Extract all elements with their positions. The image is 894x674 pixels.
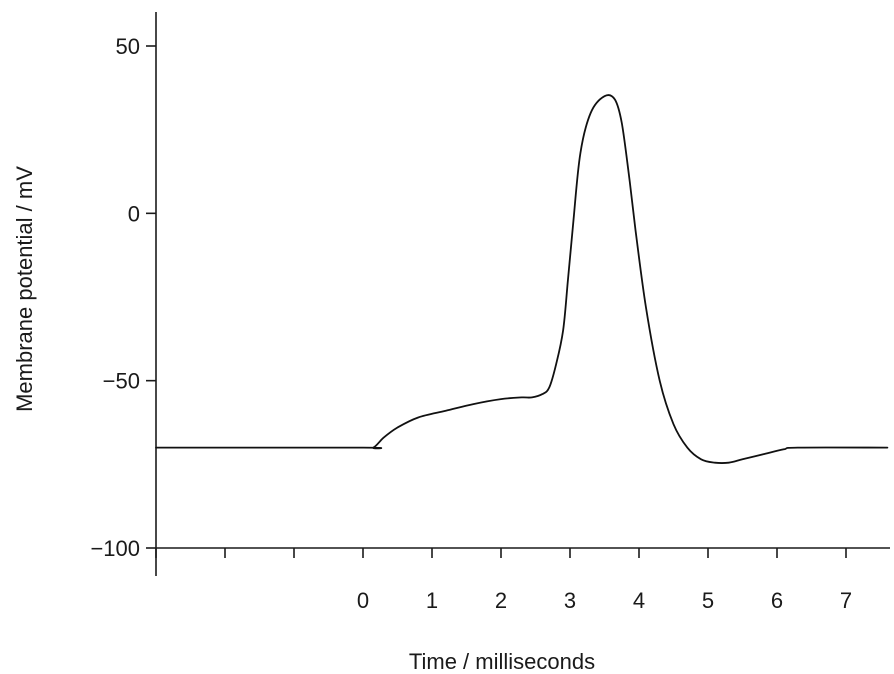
x-tick-label: 7	[840, 588, 852, 613]
x-tick-label: 0	[357, 588, 369, 613]
x-tick-label: 3	[564, 588, 576, 613]
y-tick-label: −50	[103, 369, 140, 394]
x-tick-label: 6	[771, 588, 783, 613]
x-tick-label: 2	[495, 588, 507, 613]
y-tick-label: 0	[128, 201, 140, 226]
x-tick-label: 5	[702, 588, 714, 613]
y-tick-label: 50	[116, 34, 140, 59]
x-tick-label: 1	[426, 588, 438, 613]
y-axis-title: Membrane potential / mV	[12, 166, 37, 412]
action-potential-line	[155, 94, 889, 464]
ticks: 50 0 −50 −100 0 1 2 3 4 5 6 7	[90, 34, 852, 613]
series-marks	[155, 94, 889, 464]
x-axis-title: Time / milliseconds	[409, 649, 595, 674]
axes	[155, 12, 890, 576]
y-tick-label: −100	[90, 536, 140, 561]
x-tick-label: 4	[633, 588, 645, 613]
